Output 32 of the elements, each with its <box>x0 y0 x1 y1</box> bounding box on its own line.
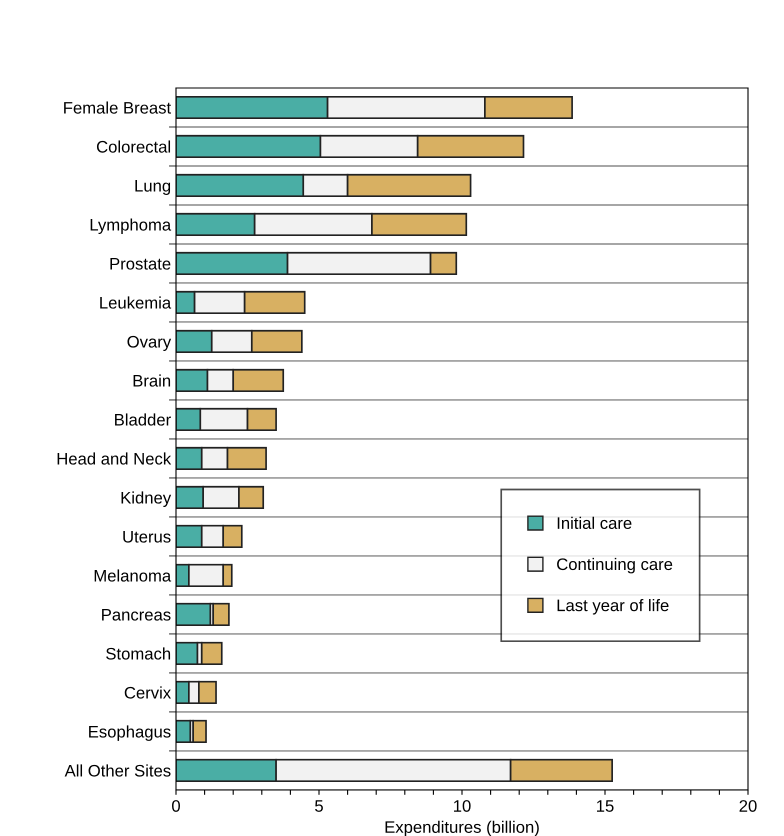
y-tick-label: Melanoma <box>94 569 172 582</box>
y-tick-label: Female Breast <box>64 101 172 114</box>
y-tick-label: Ovary <box>127 336 172 351</box>
x-tick-label: 0 <box>172 800 180 812</box>
bar <box>200 642 223 665</box>
y-tick-label: Colorectal <box>96 140 170 153</box>
legend-label: Continuing care <box>557 558 672 574</box>
y-tick-label: Pancreas <box>102 609 171 621</box>
bar <box>192 720 207 743</box>
y-tick-label: Lymphoma <box>90 218 172 234</box>
y-tick-label: Prostate <box>110 258 170 270</box>
bar <box>176 602 212 626</box>
y-tick-label: Head and Neck <box>58 452 172 465</box>
y-tick-label: Leukemia <box>100 296 172 309</box>
bar <box>212 602 230 626</box>
x-tick-label: 10 <box>454 800 471 812</box>
y-tick-label: Kidney <box>122 491 172 507</box>
x-axis-title: Expenditures (billion) <box>386 820 539 836</box>
bar <box>176 642 198 665</box>
y-tick-label: Esophagus <box>89 725 171 741</box>
y-tick-label: Stomach <box>106 647 170 660</box>
y-tick-label: Uterus <box>123 531 171 543</box>
legend-label: Last year of life <box>558 599 669 615</box>
y-tick-label: Brain <box>134 374 170 387</box>
legend-label: Initial care <box>558 516 632 529</box>
x-tick-label: 15 <box>597 800 614 812</box>
x-tick-label: 20 <box>740 800 757 812</box>
y-tick-label: All Other Sites <box>64 764 171 777</box>
y-tick-label: Cervix <box>124 686 171 699</box>
y-tick-label: Bladder <box>115 413 171 426</box>
x-tick-label: 5 <box>315 800 323 812</box>
y-tick-label: Lung <box>135 180 170 195</box>
